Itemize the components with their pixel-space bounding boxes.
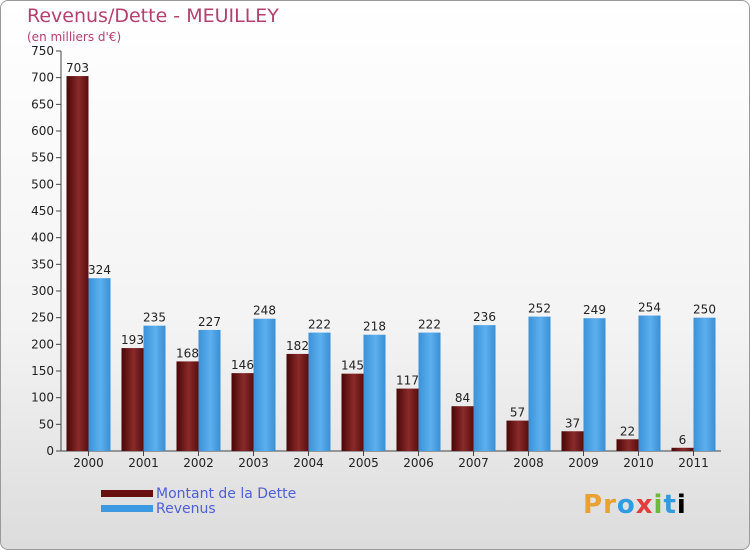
bar-dette xyxy=(506,420,529,451)
legend-swatch-dette xyxy=(101,490,153,497)
bar-revenus xyxy=(638,315,661,451)
data-labels: 703 324 193 235 168 227 146 248 182 222 145 218 117 2… xyxy=(66,61,716,447)
y-tick-label: 450 xyxy=(31,204,54,218)
data-label-revenus: 252 xyxy=(528,302,551,316)
legend-swatch-revenus xyxy=(101,505,153,512)
bar-dette xyxy=(121,348,144,451)
data-label-revenus: 235 xyxy=(143,311,166,325)
y-tick-label: 750 xyxy=(31,44,54,58)
legend-label-dette: Montant de la Dette xyxy=(156,486,297,502)
axes: 0 50 100 150 200 250 300 350 400 450 500 550 600 650 7… xyxy=(31,44,721,470)
proxiti-logo: Proxiti xyxy=(583,490,687,520)
data-label-dette: 146 xyxy=(231,358,254,372)
data-label-dette: 182 xyxy=(286,339,309,353)
data-label-revenus: 254 xyxy=(638,301,661,315)
logo-letter: i xyxy=(676,490,687,520)
data-label-revenus: 248 xyxy=(253,304,276,318)
y-tick-label: 150 xyxy=(31,364,54,378)
bar-dette xyxy=(396,388,419,451)
y-tick-label: 100 xyxy=(31,391,54,405)
y-tick-label: 500 xyxy=(31,177,54,191)
bar-dette xyxy=(341,373,364,451)
logo-letter: t xyxy=(663,490,677,520)
bar-revenus xyxy=(528,316,551,451)
x-tick-label: 2001 xyxy=(128,456,159,470)
data-label-dette: 37 xyxy=(565,416,580,430)
x-tick-label: 2002 xyxy=(183,456,214,470)
x-tick-label: 2007 xyxy=(458,456,489,470)
x-tick-label: 2006 xyxy=(403,456,434,470)
data-label-dette: 22 xyxy=(620,424,635,438)
logo-letter: P xyxy=(583,490,604,520)
data-label-revenus: 236 xyxy=(473,310,496,324)
bar-revenus xyxy=(253,318,276,451)
y-tick-label: 600 xyxy=(31,124,54,138)
bar-revenus xyxy=(308,332,331,451)
x-tick-label: 2010 xyxy=(623,456,654,470)
y-tick-label: 650 xyxy=(31,97,54,111)
data-label-dette: 84 xyxy=(455,391,470,405)
data-label-dette: 193 xyxy=(121,333,144,347)
data-label-dette: 57 xyxy=(510,406,525,420)
data-label-revenus: 222 xyxy=(308,318,331,332)
bar-revenus xyxy=(418,332,441,451)
bar-dette xyxy=(451,406,474,451)
x-tick-label: 2000 xyxy=(73,456,104,470)
logo-letter: r xyxy=(603,490,617,520)
bar-dette xyxy=(66,76,89,452)
chart-subtitle: (en milliers d'€) xyxy=(27,30,122,44)
bar-dette xyxy=(231,373,254,451)
y-tick-label: 200 xyxy=(31,337,54,351)
bar-dette xyxy=(176,361,199,451)
data-label-revenus: 249 xyxy=(583,303,606,317)
data-label-dette: 117 xyxy=(396,374,419,388)
bar-revenus xyxy=(583,318,606,451)
bar-revenus xyxy=(473,325,496,451)
data-label-revenus: 324 xyxy=(88,263,111,277)
bar-revenus xyxy=(693,317,716,451)
y-tick-label: 250 xyxy=(31,311,54,325)
data-label-revenus: 227 xyxy=(198,315,221,329)
data-label-revenus: 222 xyxy=(418,318,441,332)
x-tick-label: 2004 xyxy=(293,456,324,470)
y-tick-label: 700 xyxy=(31,71,54,85)
chart-title: Revenus/Dette - MEUILLEY xyxy=(27,5,279,27)
x-tick-label: 2008 xyxy=(513,456,544,470)
x-tick-label: 2011 xyxy=(678,456,709,470)
x-tick-label: 2005 xyxy=(348,456,379,470)
bar-revenus xyxy=(363,334,386,451)
y-tick-label: 350 xyxy=(31,257,54,271)
y-tick-label: 400 xyxy=(31,231,54,245)
bar-dette xyxy=(616,439,639,451)
x-tick-label: 2009 xyxy=(568,456,599,470)
legend-label-revenus: Revenus xyxy=(156,501,216,517)
bar-revenus xyxy=(143,325,166,451)
y-tick-label: 300 xyxy=(31,284,54,298)
bars xyxy=(66,76,716,452)
data-label-revenus: 218 xyxy=(363,320,386,334)
bar-dette xyxy=(671,447,694,451)
data-label-dette: 145 xyxy=(341,359,364,373)
bar-revenus xyxy=(88,278,111,451)
y-tick-label: 50 xyxy=(39,417,54,431)
data-label-dette: 168 xyxy=(176,346,199,360)
data-label-revenus: 250 xyxy=(693,303,716,317)
bar-dette xyxy=(286,353,309,451)
logo-letter: o xyxy=(616,490,636,520)
bar-revenus xyxy=(198,329,221,451)
x-tick-label: 2003 xyxy=(238,456,269,470)
bar-dette xyxy=(561,431,584,451)
logo-letter: x xyxy=(635,490,654,520)
data-label-dette: 6 xyxy=(679,433,687,447)
y-tick-label: 550 xyxy=(31,151,54,165)
data-label-dette: 703 xyxy=(66,61,89,75)
logo-letter: i xyxy=(653,490,664,520)
y-tick-label: 0 xyxy=(46,444,54,458)
